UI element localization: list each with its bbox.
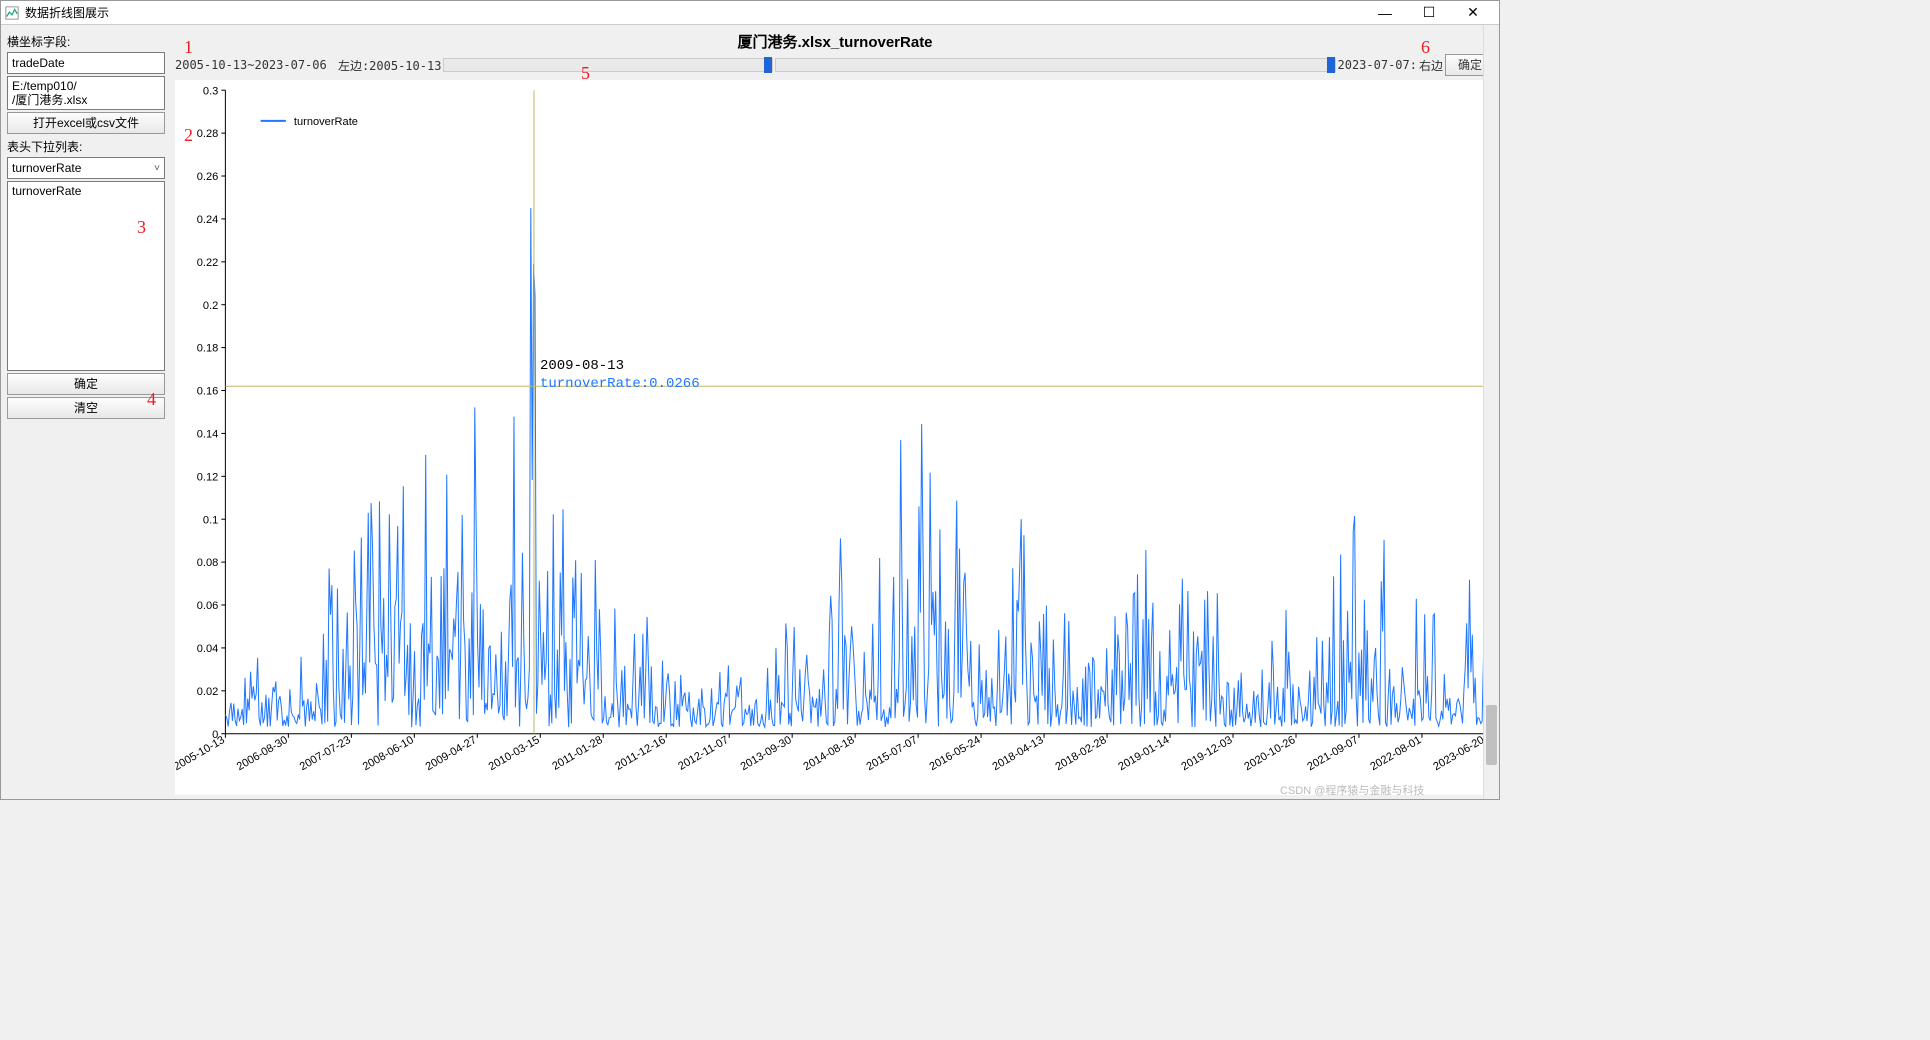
confirm-button[interactable]: 确定 (7, 373, 165, 395)
right-label: 右边 (1419, 57, 1443, 74)
svg-text:2005-10-13: 2005-10-13 (175, 734, 227, 773)
svg-text:2007-07-23: 2007-07-23 (298, 734, 353, 773)
dropdown-label: 表头下拉列表: (7, 138, 165, 155)
svg-text:0.18: 0.18 (197, 343, 219, 355)
chart-area[interactable]: 00.020.040.060.080.10.120.140.160.180.20… (175, 80, 1495, 795)
clear-button[interactable]: 清空 (7, 397, 165, 419)
svg-text:2019-12-03: 2019-12-03 (1179, 734, 1234, 773)
svg-text:0.26: 0.26 (197, 171, 219, 183)
svg-text:2019-01-14: 2019-01-14 (1116, 734, 1171, 773)
file-path-text: E:/temp010/ /厦门港务.xlsx (12, 79, 87, 107)
x-field-label: 横坐标字段: (7, 33, 165, 50)
svg-text:2011-01-28: 2011-01-28 (550, 734, 604, 773)
svg-text:2016-05-24: 2016-05-24 (928, 734, 983, 773)
svg-text:0.22: 0.22 (197, 257, 219, 269)
svg-text:2010-03-15: 2010-03-15 (487, 734, 542, 773)
slider-row: 2005-10-13~2023-07-06 左边:2005-10-13 2023… (171, 54, 1499, 78)
svg-text:0.28: 0.28 (197, 128, 219, 140)
svg-text:2015-07-07: 2015-07-07 (865, 734, 920, 773)
vertical-scrollbar[interactable] (1483, 25, 1499, 799)
svg-text:turnoverRate: turnoverRate (294, 116, 358, 128)
svg-text:2012-11-07: 2012-11-07 (676, 734, 730, 773)
content-area: 横坐标字段: E:/temp010/ /厦门港务.xlsx 打开excel或cs… (1, 25, 1499, 799)
svg-text:2008-06-10: 2008-06-10 (361, 734, 416, 773)
svg-text:0.12: 0.12 (197, 471, 219, 483)
date-range-text: 2005-10-13~2023-07-06 (175, 58, 327, 72)
svg-text:2006-08-30: 2006-08-30 (235, 734, 290, 773)
left-slider[interactable] (443, 58, 773, 72)
svg-text:0.14: 0.14 (197, 428, 219, 440)
left-label: 左边:2005-10-13 (338, 57, 441, 74)
maximize-button[interactable]: ☐ (1407, 2, 1451, 24)
slider-thumb[interactable] (1327, 57, 1335, 73)
app-window: 数据折线图展示 — ☐ ✕ 横坐标字段: E:/temp010/ /厦门港务.x… (0, 0, 1500, 800)
svg-text:2020-10-26: 2020-10-26 (1242, 734, 1297, 773)
app-icon (5, 6, 19, 20)
svg-text:2014-08-18: 2014-08-18 (802, 734, 857, 773)
svg-text:2022-08-01: 2022-08-01 (1368, 734, 1423, 773)
svg-text:0.24: 0.24 (197, 214, 219, 226)
titlebar: 数据折线图展示 — ☐ ✕ (1, 1, 1499, 25)
right-slider[interactable] (775, 58, 1335, 72)
watermark-text: CSDN @程序猿与金融与科技 (1280, 782, 1424, 798)
file-path-box: E:/temp010/ /厦门港务.xlsx (7, 76, 165, 110)
scrollbar-thumb[interactable] (1486, 705, 1497, 765)
window-title: 数据折线图展示 (25, 4, 1363, 21)
chart-title: 厦门港务.xlsx_turnoverRate (171, 25, 1499, 54)
right-date-text: 2023-07-07: (1338, 58, 1417, 72)
svg-text:0.02: 0.02 (197, 686, 219, 698)
svg-text:0.3: 0.3 (203, 85, 218, 97)
svg-text:2011-12-16: 2011-12-16 (613, 734, 667, 773)
open-file-button[interactable]: 打开excel或csv文件 (7, 112, 165, 134)
minimize-button[interactable]: — (1363, 2, 1407, 24)
svg-text:2018-04-13: 2018-04-13 (991, 734, 1046, 773)
svg-text:2023-06-20: 2023-06-20 (1431, 734, 1486, 773)
svg-text:2021-09-07: 2021-09-07 (1305, 734, 1360, 773)
window-buttons: — ☐ ✕ (1363, 2, 1495, 24)
line-chart: 00.020.040.060.080.10.120.140.160.180.20… (175, 80, 1495, 795)
main-panel: 厦门港务.xlsx_turnoverRate 2005-10-13~2023-0… (171, 25, 1499, 799)
svg-text:0.06: 0.06 (197, 600, 219, 612)
sidebar: 横坐标字段: E:/temp010/ /厦门港务.xlsx 打开excel或cs… (1, 25, 171, 799)
svg-text:2018-02-28: 2018-02-28 (1053, 734, 1108, 773)
svg-text:0.08: 0.08 (197, 557, 219, 569)
column-dropdown[interactable]: turnoverRate ˅ (7, 157, 165, 179)
list-item[interactable]: turnoverRate (12, 184, 160, 198)
svg-text:0.16: 0.16 (197, 386, 219, 398)
selected-columns-listbox[interactable]: turnoverRate (7, 181, 165, 371)
slider-thumb[interactable] (764, 57, 772, 73)
x-field-input[interactable] (7, 52, 165, 74)
close-button[interactable]: ✕ (1451, 2, 1495, 24)
svg-text:2013-09-30: 2013-09-30 (739, 734, 794, 773)
svg-text:2009-04-27: 2009-04-27 (424, 734, 479, 773)
chevron-down-icon: ˅ (154, 163, 160, 174)
svg-text:0.04: 0.04 (197, 643, 219, 655)
svg-text:0.1: 0.1 (203, 514, 218, 526)
dropdown-value: turnoverRate (12, 161, 81, 175)
svg-text:0.2: 0.2 (203, 300, 218, 312)
